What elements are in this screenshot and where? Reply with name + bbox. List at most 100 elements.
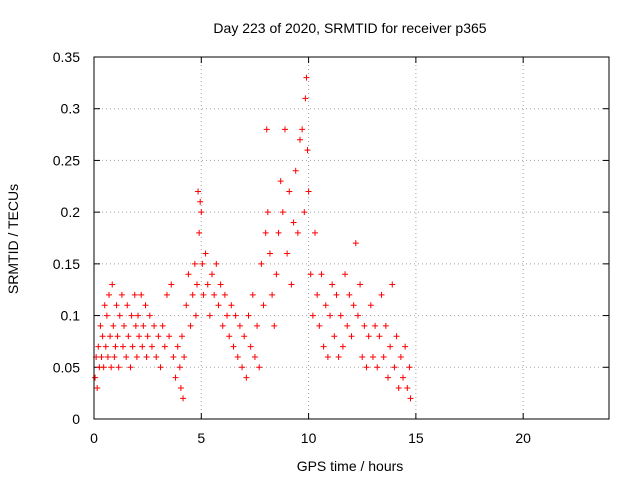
data-point xyxy=(402,343,409,350)
x-tick-label: 10 xyxy=(301,430,317,446)
data-point xyxy=(243,374,250,381)
data-point xyxy=(359,353,366,360)
data-point xyxy=(262,229,269,236)
data-point xyxy=(247,343,254,350)
data-point xyxy=(97,322,104,329)
data-point xyxy=(168,281,175,288)
data-point xyxy=(234,353,241,360)
data-point xyxy=(127,364,134,371)
data-point xyxy=(206,312,213,319)
data-point xyxy=(111,353,118,360)
data-point xyxy=(110,322,117,329)
data-point xyxy=(139,343,146,350)
data-point xyxy=(378,291,385,298)
data-point xyxy=(407,395,414,402)
data-point xyxy=(256,364,263,371)
data-point xyxy=(107,333,114,340)
data-point xyxy=(342,271,349,278)
data-point xyxy=(178,333,185,340)
data-point xyxy=(346,291,353,298)
data-point xyxy=(196,229,203,236)
data-point xyxy=(142,302,149,309)
data-point xyxy=(112,343,119,350)
data-point xyxy=(157,364,164,371)
data-point xyxy=(369,353,376,360)
data-point xyxy=(406,364,413,371)
data-point xyxy=(363,364,370,371)
data-point xyxy=(133,353,140,360)
data-point xyxy=(269,291,276,298)
data-point xyxy=(236,322,243,329)
data-point xyxy=(297,136,303,143)
data-point xyxy=(264,209,271,216)
data-point xyxy=(348,333,355,340)
data-point xyxy=(109,281,116,288)
data-point xyxy=(339,343,346,350)
plot-frame xyxy=(93,56,610,420)
data-point xyxy=(166,333,173,340)
data-point xyxy=(228,302,235,309)
data-point xyxy=(116,312,123,319)
data-point xyxy=(239,364,246,371)
y-tick-label: 0.1 xyxy=(61,308,81,324)
data-point xyxy=(245,312,252,319)
data-point xyxy=(200,291,207,298)
data-point xyxy=(123,353,130,360)
data-point xyxy=(114,333,121,340)
data-point xyxy=(138,291,145,298)
data-point xyxy=(281,126,288,133)
data-point xyxy=(372,322,379,329)
data-point xyxy=(181,353,188,360)
data-point xyxy=(395,384,402,391)
data-point xyxy=(387,343,394,350)
data-point xyxy=(144,333,151,340)
data-point xyxy=(333,291,340,298)
data-point xyxy=(148,343,155,350)
y-tick-label: 0.15 xyxy=(53,256,80,272)
data-point xyxy=(288,281,295,288)
data-point xyxy=(302,95,309,102)
data-point xyxy=(324,353,331,360)
data-point xyxy=(211,291,218,298)
data-point xyxy=(202,250,209,257)
data-point xyxy=(217,281,224,288)
data-point xyxy=(251,353,258,360)
data-point xyxy=(301,209,308,216)
data-point xyxy=(249,291,256,298)
data-point xyxy=(354,312,361,319)
y-tick-label: 0.2 xyxy=(61,204,81,220)
data-point xyxy=(183,302,190,309)
data-point xyxy=(113,302,120,309)
data-point xyxy=(312,229,319,236)
data-point xyxy=(176,364,183,371)
data-point xyxy=(153,353,160,360)
data-point xyxy=(299,126,306,133)
data-point xyxy=(95,343,102,350)
data-point xyxy=(125,333,132,340)
data-point xyxy=(316,322,323,329)
x-tick-label: 5 xyxy=(197,430,205,446)
data-point xyxy=(108,364,115,371)
data-point xyxy=(199,260,206,267)
data-point xyxy=(118,291,125,298)
data-point xyxy=(191,260,198,267)
data-point xyxy=(226,333,233,340)
data-point xyxy=(100,364,107,371)
data-point xyxy=(279,209,286,216)
y-tick-label: 0 xyxy=(72,411,80,427)
x-tick-label: 20 xyxy=(515,430,531,446)
data-point xyxy=(124,302,131,309)
data-point xyxy=(187,322,194,329)
data-point xyxy=(170,353,177,360)
data-point xyxy=(106,291,113,298)
data-point xyxy=(357,281,364,288)
y-tick-label: 0.25 xyxy=(53,152,80,168)
data-point xyxy=(131,291,138,298)
x-axis-label: GPS time / hours xyxy=(297,458,404,474)
data-point xyxy=(391,364,398,371)
data-point xyxy=(335,353,342,360)
data-point xyxy=(177,384,184,391)
data-point xyxy=(159,322,166,329)
data-point xyxy=(172,374,179,381)
data-point xyxy=(161,343,168,350)
